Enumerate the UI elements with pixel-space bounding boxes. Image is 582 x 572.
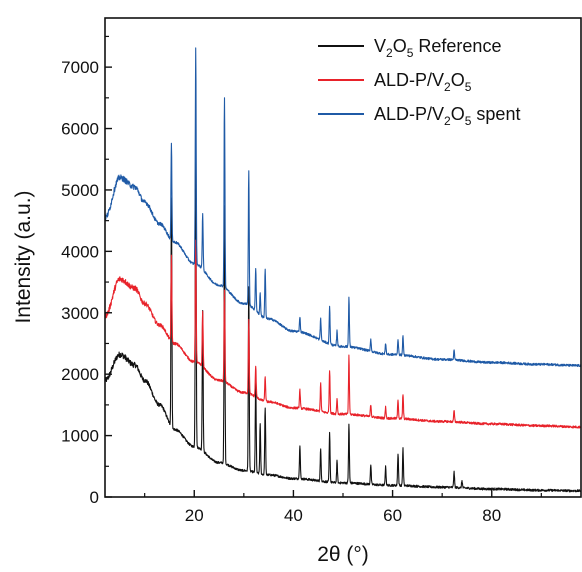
series-line-3 <box>104 47 582 368</box>
x-tick-label: 80 <box>482 506 501 525</box>
series-line-1 <box>104 133 582 493</box>
x-tick-label: 40 <box>284 506 303 525</box>
y-axis-title: Intensity (a.u.) <box>12 190 35 323</box>
x-axis-ticks: 20 40 60 80 <box>144 490 542 525</box>
series-line-2 <box>104 239 582 429</box>
y-tick-label: 2000 <box>61 365 99 384</box>
y-axis-ticks: 0 1000 2000 3000 4000 5000 6000 7000 <box>61 35 112 507</box>
y-tick-label: 0 <box>90 488 99 507</box>
y-tick-label: 6000 <box>61 120 99 139</box>
x-tick-label: 20 <box>185 506 204 525</box>
plot-frame <box>104 17 582 498</box>
series-layer <box>104 47 582 493</box>
y-tick-label: 4000 <box>61 242 99 261</box>
x-axis-title: 2θ (°) <box>317 543 369 566</box>
y-tick-label: 1000 <box>61 427 99 446</box>
legend: V2O5 Reference ALD-P/V2O5 ALD-P/V2O5 spent <box>318 36 520 128</box>
legend-label-3: ALD-P/V2O5 spent <box>374 104 520 128</box>
y-tick-label: 7000 <box>61 58 99 77</box>
y-tick-label: 5000 <box>61 181 99 200</box>
x-tick-label: 60 <box>383 506 402 525</box>
legend-label-2: ALD-P/V2O5 <box>374 70 472 94</box>
legend-label-1: V2O5 Reference <box>374 36 501 60</box>
y-tick-label: 3000 <box>61 304 99 323</box>
